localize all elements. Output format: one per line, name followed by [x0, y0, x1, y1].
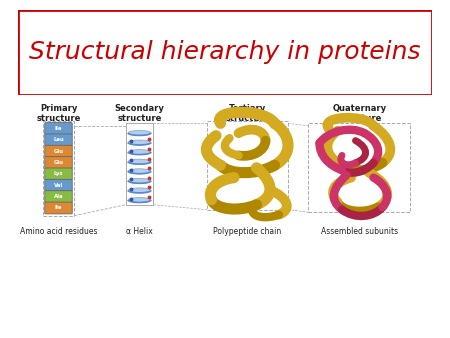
- FancyBboxPatch shape: [45, 202, 72, 214]
- Text: Leu: Leu: [53, 137, 64, 142]
- Text: Amino acid residues: Amino acid residues: [20, 227, 97, 236]
- Text: Quaternary
structure: Quaternary structure: [333, 104, 387, 123]
- FancyBboxPatch shape: [45, 191, 72, 202]
- Bar: [308, 123, 410, 212]
- Text: Tertiary
structure: Tertiary structure: [225, 104, 270, 123]
- Ellipse shape: [128, 197, 151, 202]
- Ellipse shape: [128, 188, 151, 193]
- FancyBboxPatch shape: [45, 134, 72, 146]
- Text: α Helix: α Helix: [126, 227, 153, 236]
- Bar: [126, 123, 153, 205]
- Text: Glu: Glu: [54, 160, 63, 165]
- Bar: [42, 121, 74, 216]
- Text: Secondary
structure: Secondary structure: [115, 104, 164, 123]
- Text: Polypeptide chain: Polypeptide chain: [213, 227, 282, 236]
- FancyBboxPatch shape: [45, 156, 72, 168]
- Bar: [207, 121, 288, 210]
- Ellipse shape: [128, 159, 151, 164]
- Ellipse shape: [128, 169, 151, 174]
- FancyBboxPatch shape: [45, 179, 72, 191]
- FancyBboxPatch shape: [45, 123, 72, 135]
- FancyBboxPatch shape: [45, 168, 72, 180]
- Text: Val: Val: [54, 183, 63, 188]
- Text: Assembled subunits: Assembled subunits: [321, 227, 399, 236]
- Text: Ile: Ile: [55, 206, 62, 211]
- Ellipse shape: [128, 178, 151, 183]
- Text: Glu: Glu: [54, 149, 63, 154]
- Ellipse shape: [128, 140, 151, 145]
- Text: Primary
structure: Primary structure: [36, 104, 81, 123]
- Ellipse shape: [128, 130, 151, 136]
- Text: Structural hierarchy in proteins: Structural hierarchy in proteins: [29, 40, 421, 65]
- Text: Ile: Ile: [55, 126, 62, 131]
- FancyBboxPatch shape: [45, 145, 72, 157]
- Ellipse shape: [128, 150, 151, 154]
- Text: Lys: Lys: [54, 171, 63, 176]
- Text: Ala: Ala: [54, 194, 63, 199]
